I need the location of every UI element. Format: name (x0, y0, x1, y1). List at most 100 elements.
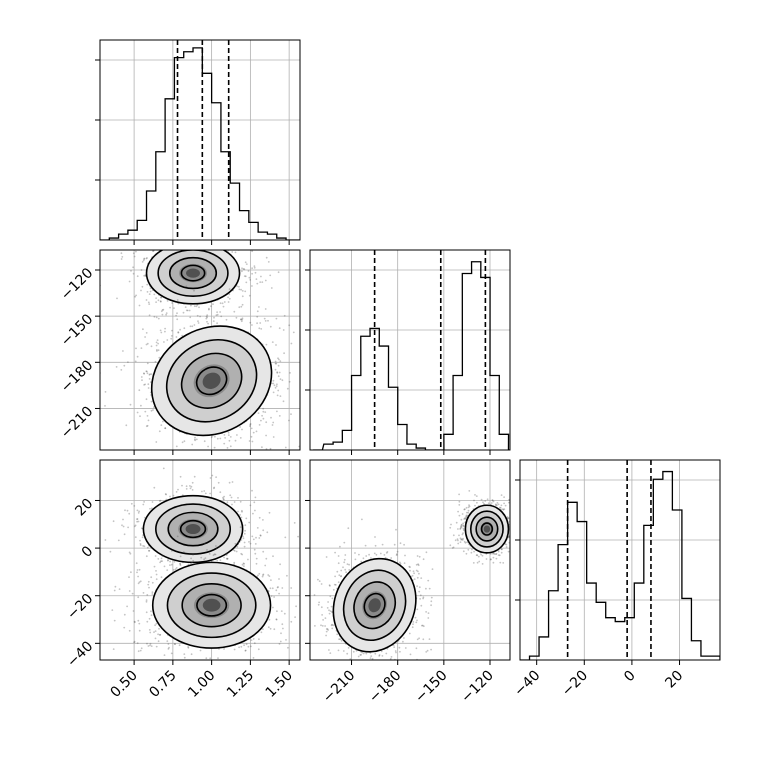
scatter-point (146, 257, 148, 259)
scatter-point (185, 488, 188, 490)
scatter-point (258, 306, 260, 308)
scatter-point (165, 493, 168, 496)
scatter-point (220, 315, 223, 318)
panel-border (99, 39, 301, 241)
scatter-point (161, 313, 164, 316)
scatter-point (134, 360, 137, 363)
scatter-point (457, 528, 459, 530)
scatter-point (236, 545, 239, 548)
scatter-point (243, 565, 245, 567)
scatter-point (500, 548, 503, 551)
scatter-point (133, 641, 136, 644)
scatter-point (177, 331, 180, 334)
scatter-point (157, 342, 160, 345)
panel-plot-area (100, 460, 300, 660)
scatter-point (468, 490, 471, 492)
scatter-point (256, 315, 259, 318)
scatter-point (116, 297, 118, 300)
scatter-point (279, 563, 281, 566)
scatter-point (150, 373, 153, 375)
scatter-point (190, 653, 193, 656)
scatter-point (257, 648, 260, 651)
scatter-point (167, 643, 170, 645)
scatter-point (279, 395, 282, 397)
scatter-point (508, 501, 510, 504)
scatter-point (165, 313, 168, 316)
scatter-point (134, 536, 137, 538)
scatter-point (173, 560, 176, 563)
scatter-point (230, 496, 233, 499)
scatter-point (237, 497, 239, 499)
scatter-point (143, 384, 146, 386)
scatter-point (216, 313, 219, 316)
scatter-point (460, 538, 463, 541)
scatter-point (176, 318, 179, 321)
scatter-point (219, 302, 222, 305)
scatter-point (132, 272, 135, 275)
scatter-point (183, 653, 186, 655)
scatter-point (457, 542, 460, 545)
scatter-point (143, 501, 146, 503)
scatter-point (175, 445, 178, 448)
scatter-point (153, 565, 156, 568)
scatter-point (182, 311, 185, 314)
scatter-point (128, 551, 131, 554)
scatter-point (276, 410, 278, 413)
scatter-point (145, 332, 148, 334)
scatter-point (460, 526, 462, 529)
scatter-point (146, 620, 149, 623)
scatter-point (132, 266, 135, 269)
scatter-point (264, 564, 267, 567)
scatter-point (163, 341, 165, 343)
scatter-point (256, 310, 259, 313)
scatter-point (176, 312, 178, 315)
scatter-point (496, 502, 499, 504)
scatter-point (238, 306, 241, 309)
scatter-point (133, 525, 136, 528)
scatter-point (458, 493, 460, 496)
scatter-point (239, 426, 242, 428)
scatter-point (179, 555, 182, 558)
scatter-point (475, 554, 478, 556)
scatter-point (112, 520, 115, 523)
scatter-point (284, 446, 287, 449)
scatter-point (213, 486, 216, 489)
scatter-point (171, 550, 173, 552)
scatter-point (203, 440, 206, 443)
scatter-point (155, 573, 158, 576)
scatter-point (262, 550, 265, 553)
scatter-point (272, 606, 274, 609)
scatter-point (167, 559, 169, 562)
scatter-point (177, 331, 180, 333)
scatter-point (144, 383, 147, 386)
scatter-point (155, 570, 157, 572)
scatter-point (276, 371, 279, 373)
scatter-point (155, 341, 158, 344)
scatter-point (457, 539, 459, 542)
scatter-point (494, 503, 497, 506)
scatter-point (286, 387, 289, 390)
scatter-point (174, 643, 177, 645)
contour-line (151, 561, 272, 649)
panel-1d-param-2: −40 −20 0 20 (511, 459, 721, 700)
scatter-point (480, 498, 483, 501)
scatter-point (149, 287, 152, 290)
scatter-point (216, 559, 219, 562)
scatter-point (258, 537, 261, 539)
scatter-point (147, 419, 150, 422)
scatter-point (471, 548, 473, 551)
panel-border (99, 249, 301, 451)
scatter-point (500, 494, 503, 496)
scatter-point (262, 417, 265, 420)
scatter-point (269, 325, 272, 328)
scatter-point (219, 559, 222, 562)
scatter-point (149, 644, 151, 647)
scatter-point (460, 523, 463, 526)
contour-line (180, 264, 206, 282)
scatter-point (133, 255, 136, 258)
scatter-point (233, 310, 236, 313)
scatter-point (256, 322, 258, 325)
scatter-point (269, 274, 272, 277)
scatter-point (189, 487, 192, 490)
scatter-point (290, 413, 292, 415)
